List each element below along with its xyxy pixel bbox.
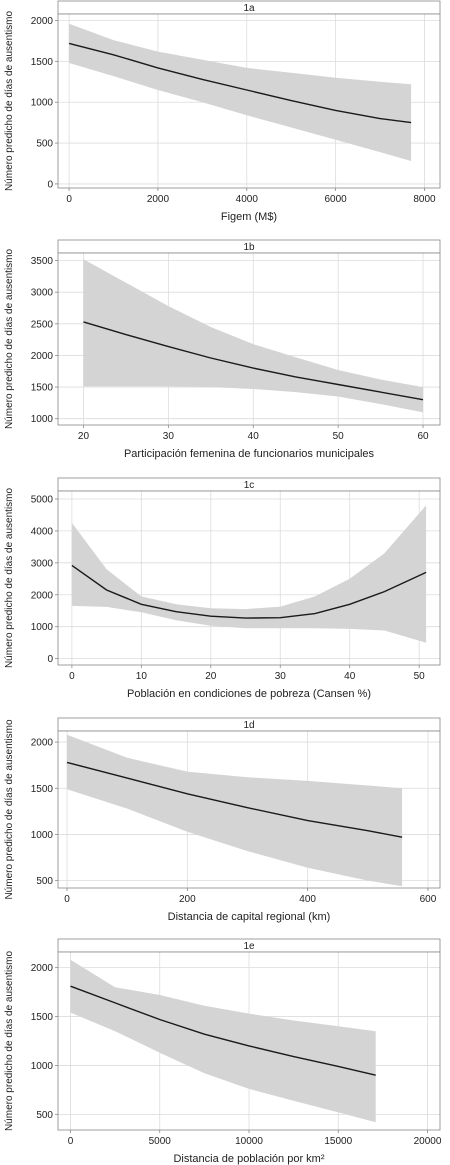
x-tick-label: 15000 xyxy=(324,1136,352,1147)
y-axis-title: Número predicho de días de ausentismo xyxy=(4,719,15,900)
plot-frame xyxy=(57,490,441,666)
y-tick-label: 2000 xyxy=(31,351,54,362)
x-tick-label: 600 xyxy=(420,894,437,905)
y-tick-label: 2000 xyxy=(31,738,54,749)
prediction-line xyxy=(83,321,424,401)
y-tick-label: 3000 xyxy=(31,558,54,569)
x-tick-label: 40 xyxy=(344,671,356,682)
x-tick-label: 4000 xyxy=(236,194,259,205)
y-tick-label: 0 xyxy=(47,654,53,665)
prediction-line xyxy=(66,761,403,838)
y-axis-title: Número predicho de días de ausentismo xyxy=(4,951,15,1132)
plot-frame xyxy=(57,730,441,889)
chart-panel-1c: 1c 0 10 20 30 40 50 0 1000 2000 3000 4000 5000 Poblac… xyxy=(4,477,441,700)
y-axis-title: Número predicho de días de ausentismo xyxy=(4,249,15,430)
x-tick-label: 8000 xyxy=(413,194,436,205)
plot-frame xyxy=(57,252,441,426)
confidence-band xyxy=(83,259,423,413)
x-tick-label: 20000 xyxy=(414,1136,442,1147)
x-tick-label: 20 xyxy=(205,671,217,682)
prediction-line xyxy=(71,564,427,619)
x-tick-label: 2000 xyxy=(147,194,170,205)
x-tick-label: 6000 xyxy=(324,194,347,205)
x-tick-label: 10000 xyxy=(235,1136,263,1147)
y-axis-title: Número predicho de días de ausentismo xyxy=(4,488,15,669)
x-tick-label: 0 xyxy=(69,671,75,682)
y-tick-label: 0 xyxy=(47,179,53,190)
x-tick-label: 5000 xyxy=(149,1136,172,1147)
x-tick-label: 400 xyxy=(299,894,316,905)
y-tick-label: 1000 xyxy=(31,414,54,425)
plot-frame xyxy=(57,13,441,189)
x-tick-label: 200 xyxy=(179,894,196,905)
panel-title: 1b xyxy=(243,242,255,253)
x-tick-label: 0 xyxy=(68,1136,74,1147)
x-axis-title: Distancia de capital regional (km) xyxy=(168,911,331,923)
x-tick-label: 60 xyxy=(417,431,429,442)
prediction-line xyxy=(70,985,376,1076)
y-tick-label: 1500 xyxy=(31,57,54,68)
y-tick-label: 3500 xyxy=(31,256,54,267)
y-tick-label: 500 xyxy=(36,139,53,150)
x-tick-label: 50 xyxy=(333,431,345,442)
y-tick-label: 2000 xyxy=(31,16,54,27)
confidence-band xyxy=(70,959,376,1123)
x-axis-title: Población en condiciones de pobreza (Can… xyxy=(127,688,371,700)
x-tick-label: 0 xyxy=(64,894,70,905)
prediction-line xyxy=(68,42,412,124)
y-tick-label: 2000 xyxy=(31,590,54,601)
y-tick-label: 500 xyxy=(36,1110,53,1121)
x-tick-label: 10 xyxy=(136,671,148,682)
chart-panel-1a: 1a 0 2000 4000 6000 8000 0 500 1000 1500 2000 Figem… xyxy=(4,0,441,223)
x-tick-label: 20 xyxy=(78,431,90,442)
panel-title: 1a xyxy=(243,3,255,14)
x-axis-title: Figem (M$) xyxy=(221,211,277,223)
confidence-band xyxy=(67,734,403,887)
y-tick-label: 3000 xyxy=(31,288,54,299)
y-tick-label: 1500 xyxy=(31,784,54,795)
x-tick-label: 40 xyxy=(248,431,260,442)
x-tick-label: 0 xyxy=(66,194,72,205)
y-tick-label: 1000 xyxy=(31,98,54,109)
y-tick-label: 1000 xyxy=(31,1061,54,1072)
panel-title: 1c xyxy=(244,480,255,491)
y-tick-label: 5000 xyxy=(31,494,54,505)
x-tick-label: 50 xyxy=(414,671,426,682)
y-tick-label: 2500 xyxy=(31,319,54,330)
y-tick-label: 1000 xyxy=(31,622,54,633)
y-tick-label: 1500 xyxy=(31,383,54,394)
panel-title: 1e xyxy=(243,941,255,952)
chart-panel-1d: 1d 0 200 400 600 500 1000 1500 2000 Distancia de … xyxy=(4,717,441,923)
x-tick-label: 30 xyxy=(275,671,287,682)
y-tick-label: 4000 xyxy=(31,526,54,537)
panel-title: 1d xyxy=(243,720,254,731)
confidence-band xyxy=(69,23,412,161)
x-tick-label: 30 xyxy=(163,431,175,442)
chart-panel-1e: 1e 0 5000 10000 15000 20000 500 1000 1500 2000 Dis… xyxy=(4,938,442,1165)
y-tick-label: 2000 xyxy=(31,963,54,974)
x-axis-title: Participación femenina de funcionarios m… xyxy=(124,448,375,460)
y-tick-label: 1000 xyxy=(31,830,54,841)
x-axis-title: Distancia de población por km² xyxy=(173,1153,324,1165)
chart-panel-1b: 1b 20 30 40 50 60 1000 1500 2000 2500 3000 3500 Part… xyxy=(4,239,441,460)
y-tick-label: 500 xyxy=(36,876,53,887)
y-tick-label: 1500 xyxy=(31,1012,54,1023)
y-axis-title: Número predicho de días de ausentismo xyxy=(4,11,15,192)
